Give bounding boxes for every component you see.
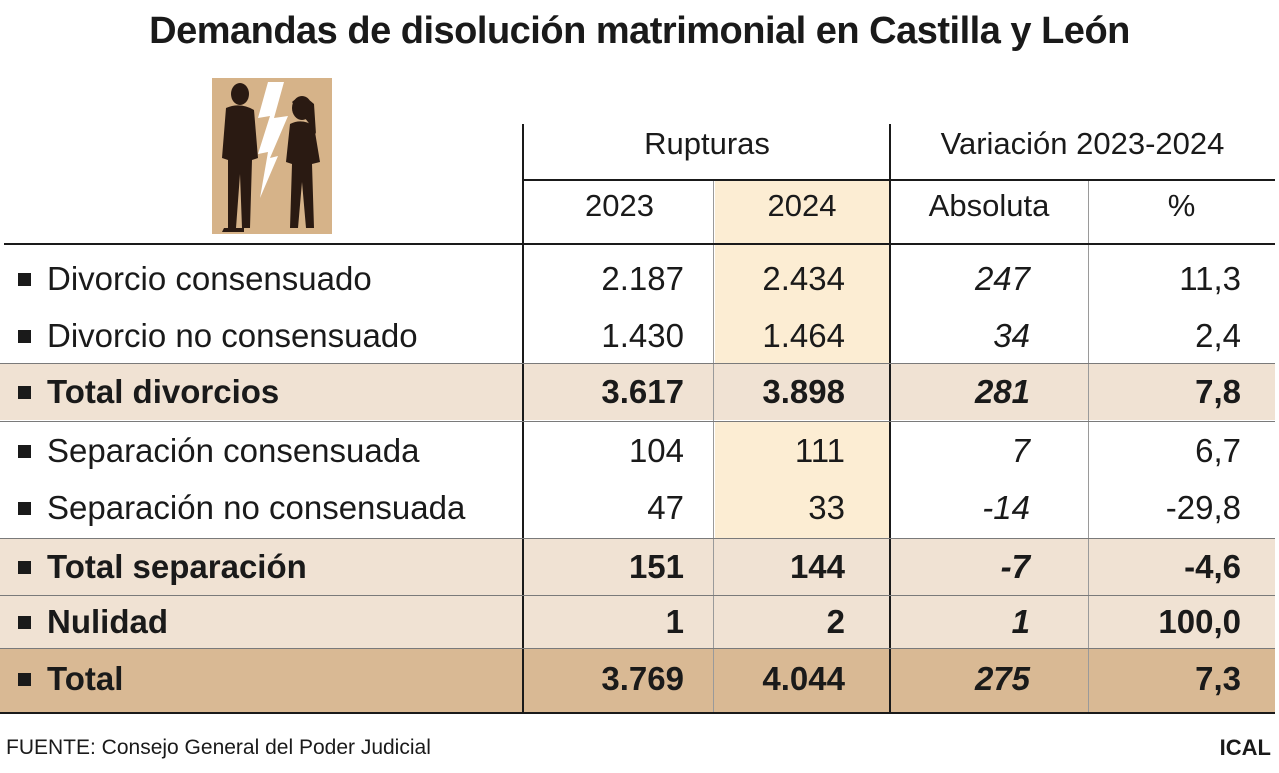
page-title: Demandas de disolución matrimonial en Ca… — [149, 10, 1130, 52]
row-label: Separación consensuada — [47, 432, 420, 469]
cell-pct: -4,6 — [1184, 548, 1241, 585]
row-label: Divorcio consensuado — [47, 260, 372, 297]
cell-2023: 151 — [628, 548, 684, 585]
divider-horizontal — [0, 712, 1275, 714]
row-separacion-no-consensuada: Separación no consensuada 47 33 -14 -29,… — [0, 480, 1275, 536]
cell-2024: 4.044 — [762, 660, 845, 697]
row-total: Total 3.769 4.044 275 7,3 — [0, 651, 1275, 707]
row-nulidad: Nulidad 1 2 1 100,0 — [0, 594, 1275, 650]
bullet-square — [18, 561, 31, 574]
divider-horizontal — [0, 648, 1275, 649]
cell-absoluta: 281 — [974, 373, 1030, 410]
cell-2024: 2.434 — [762, 260, 845, 297]
row-total-separacion: Total separación 151 144 -7 -4,6 — [0, 539, 1275, 595]
brand-label: ICAL — [1219, 735, 1271, 760]
row-label: Separación no consensuada — [47, 489, 466, 526]
header-2024: 2024 — [767, 188, 837, 223]
cell-pct: 7,3 — [1195, 660, 1241, 697]
divider-horizontal — [0, 595, 1275, 596]
cell-absoluta: -14 — [982, 489, 1030, 526]
divider-vertical — [713, 181, 714, 714]
row-total-divorcios: Total divorcios 3.617 3.898 281 7,8 — [0, 364, 1275, 420]
cell-2024: 2 — [826, 603, 845, 640]
cell-2023: 104 — [628, 432, 684, 469]
header-rupturas: Rupturas — [644, 126, 770, 161]
bullet-square — [18, 616, 31, 629]
cell-2024: 111 — [794, 432, 845, 469]
cell-2023: 3.769 — [601, 660, 684, 697]
cell-absoluta: 1 — [1011, 603, 1030, 640]
divider-vertical — [889, 124, 891, 714]
cell-pct: 6,7 — [1195, 432, 1241, 469]
cell-2024: 144 — [789, 548, 845, 585]
cell-absoluta: 247 — [974, 260, 1030, 297]
cell-2024: 1.464 — [762, 317, 845, 354]
divider-horizontal — [0, 363, 1275, 364]
row-divorcio-consensuado: Divorcio consensuado 2.187 2.434 247 11,… — [0, 251, 1275, 307]
row-label: Total divorcios — [47, 373, 280, 410]
cell-pct: 2,4 — [1195, 317, 1241, 354]
cell-2023: 1 — [665, 603, 684, 640]
bullet-square — [18, 502, 31, 515]
cell-pct: 100,0 — [1158, 603, 1241, 640]
divider-horizontal — [0, 421, 1275, 422]
cell-absoluta: 275 — [974, 660, 1030, 697]
cell-2023: 47 — [647, 489, 684, 526]
row-label: Total — [47, 660, 124, 697]
cell-2023: 1.430 — [601, 317, 684, 354]
col-2024-highlight-lower — [715, 421, 889, 539]
cell-absoluta: 34 — [993, 317, 1030, 354]
cell-absoluta: -7 — [1000, 548, 1030, 585]
divider-horizontal — [0, 538, 1275, 539]
cell-2024: 3.898 — [762, 373, 845, 410]
bullet-square — [18, 273, 31, 286]
header-2023: 2023 — [585, 188, 654, 223]
cell-pct: 11,3 — [1179, 260, 1241, 297]
bullet-square — [18, 673, 31, 686]
cell-2023: 3.617 — [601, 373, 684, 410]
row-label: Nulidad — [47, 603, 168, 640]
bullet-square — [18, 445, 31, 458]
header-pct: % — [1167, 188, 1196, 223]
source-note: FUENTE: Consejo General del Poder Judici… — [6, 736, 431, 759]
cell-pct: 7,8 — [1195, 373, 1241, 410]
divider-vertical — [522, 124, 524, 714]
cell-pct: -29,8 — [1165, 489, 1241, 526]
divider-vertical — [1088, 181, 1089, 714]
divider-horizontal — [522, 179, 1275, 181]
header-absoluta: Absoluta — [928, 188, 1050, 223]
total-divorcios-bg — [0, 364, 1275, 420]
header-variacion: Variación 2023-2024 — [940, 126, 1225, 161]
divider-horizontal — [4, 243, 1275, 245]
col-2024-highlight — [715, 181, 889, 363]
bullet-square — [18, 330, 31, 343]
row-label: Total separación — [47, 548, 307, 585]
grand-total-bg — [0, 649, 1275, 712]
couple-silhouette-illustration — [212, 78, 332, 234]
cell-absoluta: 7 — [1011, 432, 1030, 469]
total-separacion-bg — [0, 539, 1275, 595]
row-divorcio-no-consensuado: Divorcio no consensuado 1.430 1.464 34 2… — [0, 308, 1275, 364]
bullet-square — [18, 386, 31, 399]
row-separacion-consensuada: Separación consensuada 104 111 7 6,7 — [0, 423, 1275, 479]
row-label: Divorcio no consensuado — [47, 317, 418, 354]
cell-2023: 2.187 — [601, 260, 684, 297]
nulidad-bg — [0, 596, 1275, 648]
cell-2024: 33 — [808, 489, 845, 526]
